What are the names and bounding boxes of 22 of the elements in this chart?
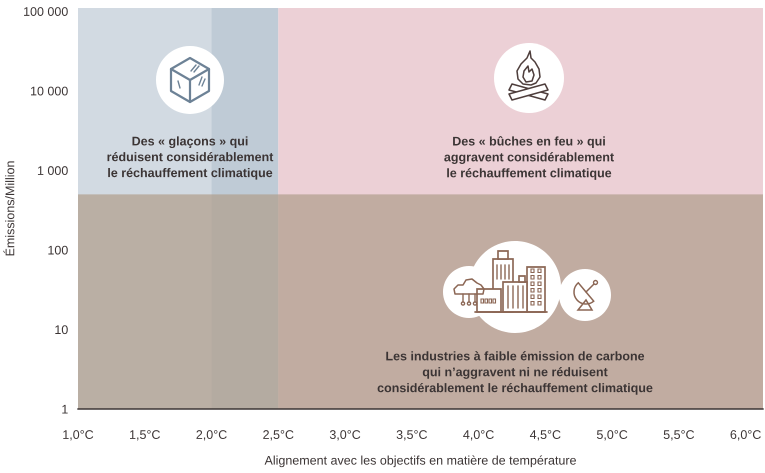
x-tick-label: 6,0°C [730,430,761,440]
x-tick-label: 5,0°C [596,430,628,440]
x-tick-label: 4,5°C [530,430,561,440]
y-tick-label: 10 [55,325,68,334]
x-tick-label: 3,0°C [330,430,360,440]
y-axis-title: Émissions/Million [3,161,14,256]
x-tick-label: 1,5°C [130,430,160,440]
y-tick-label: 100 000 [24,7,68,16]
annotation: Des « glaçons » qui réduisent considérablement le réchauffement climatique [107,136,274,180]
y-tick-label: 100 [48,246,68,255]
x-tick-label: 4,0°C [463,430,494,440]
x-tick-label: 1,0°C [63,430,94,440]
x-tick-label: 2,5°C [263,430,294,440]
x-tick-label: 3,5°C [396,430,428,440]
y-tick-label: 1 000 [38,166,68,176]
x-tick-label: 5,5°C [664,430,694,440]
annotation: Des « bûches en feu » qui aggravent considérablement le réchauffement climatique [444,136,614,180]
y-tick-label: 1 [62,404,68,414]
y-tick-label: 10 000 [31,86,68,96]
annotation: Les industries à faible émission de carbone qui n’aggravent ni ne réduisent considérablement le réchauffement climatique [378,351,652,395]
x-axis-title: Alignement avec les objectifs en matière de température [264,455,576,468]
x-tick-label: 2,0°C [196,430,227,440]
